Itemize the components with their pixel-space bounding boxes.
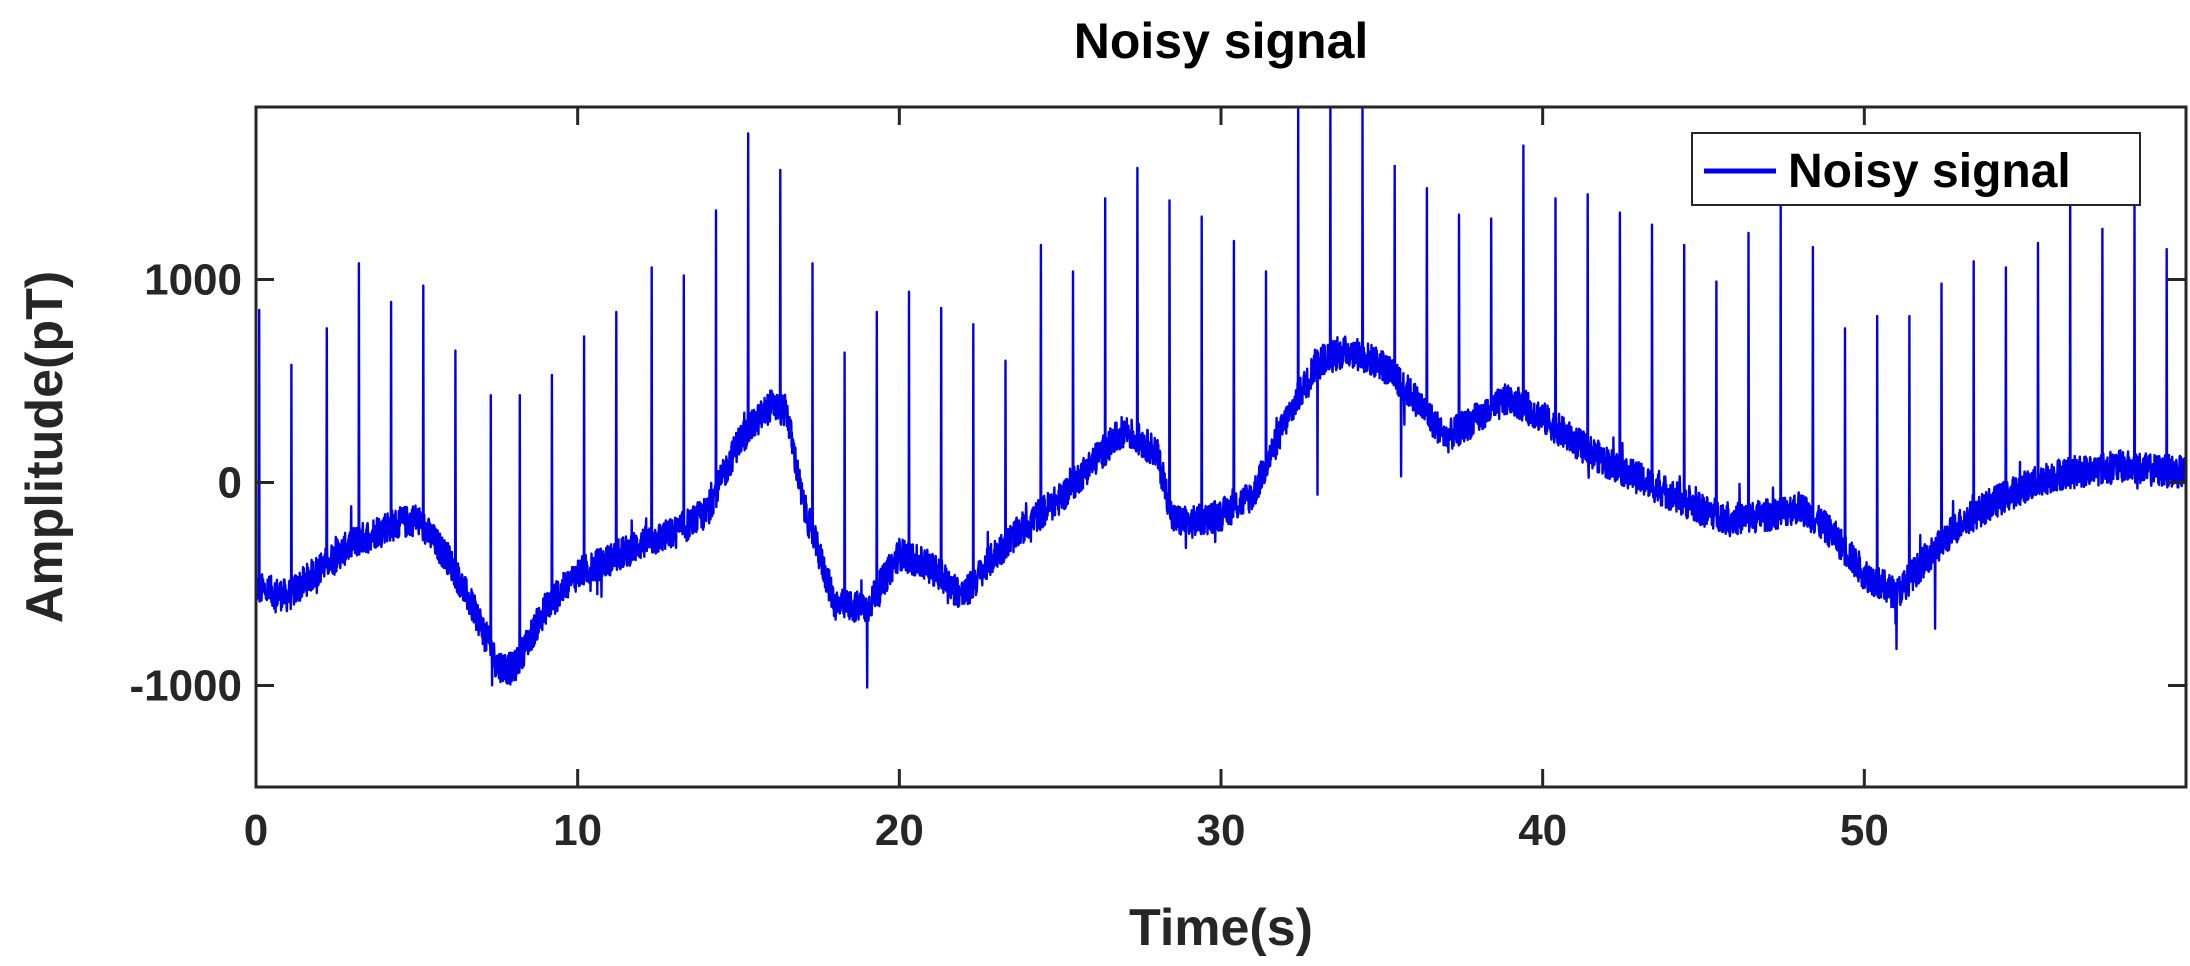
y-axis-label: Amplitude(pT) [16,271,74,623]
legend: Noisy signal [1691,132,2141,206]
x-tick-labels: 0 10 20 30 40 50 [244,806,1889,855]
x-tick-label: 30 [1197,806,1246,855]
x-tick-label: 0 [244,806,268,855]
x-tick-label: 20 [875,806,924,855]
x-tick-label: 40 [1518,806,1567,855]
plot-background [256,107,2186,787]
legend-label: Noisy signal [1788,145,2071,198]
y-tick-label: -1000 [129,662,242,711]
plot-frame [254,105,2188,789]
plot-area [254,105,2188,789]
y-tick-labels: -1000 0 1000 [129,256,242,711]
signal-layer [256,107,2186,689]
chart-title: Noisy signal [1074,13,1369,69]
series-line-noisy-signal [256,107,2186,689]
x-axis-label: Time(s) [1129,899,1313,957]
y-tick-label: 0 [218,459,242,508]
y-tick-label: 1000 [144,256,242,305]
x-tick-label: 50 [1840,806,1889,855]
x-tick-label: 10 [553,806,602,855]
